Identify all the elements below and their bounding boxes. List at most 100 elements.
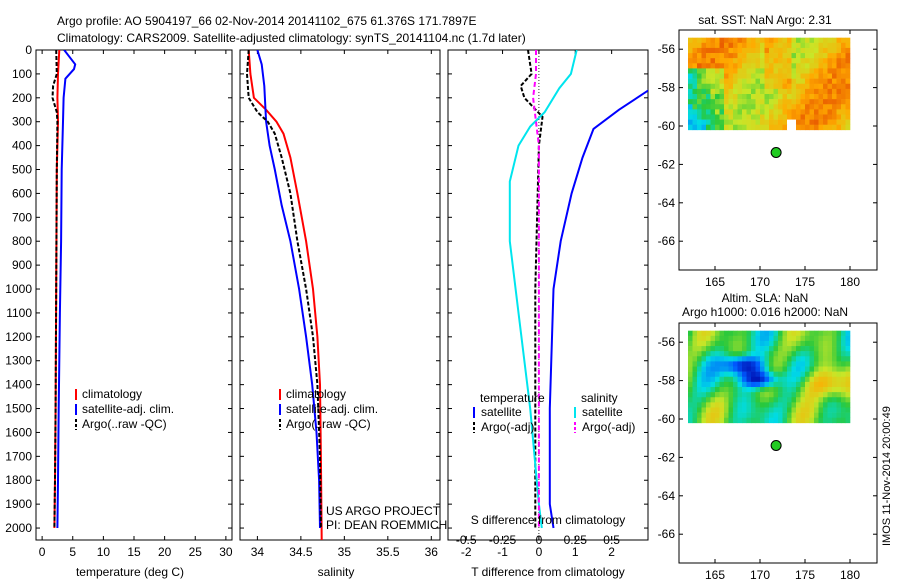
sla_map-cell (845, 330, 851, 337)
sst_map-cell (715, 83, 720, 90)
salinity-series-group (245, 50, 323, 540)
sst_map-cell (823, 37, 828, 44)
sst_map-cell (728, 109, 734, 115)
sst_map-cell (782, 58, 788, 64)
sst_map-cell (751, 63, 756, 69)
sst_map-cell (787, 42, 792, 49)
temperature-x-tick-label: 0 (39, 545, 46, 559)
sla_map-cell (697, 376, 702, 383)
sla_map-cell (805, 381, 810, 388)
sst_map-cell (823, 47, 828, 54)
sla_map-cell (751, 407, 756, 413)
sla_map-cell (701, 346, 707, 352)
sst_map-cell (755, 78, 761, 85)
sla_map-cell (805, 340, 810, 347)
sla_map-cell (845, 340, 851, 347)
sla_map-cell (755, 412, 761, 419)
sst_map-cell (787, 83, 792, 90)
sst_map-cell (701, 88, 707, 95)
sst_map-cell (733, 42, 738, 49)
sst_map-cell (746, 124, 752, 131)
sla_map-cell (791, 346, 797, 352)
sla_map-cell (706, 351, 711, 357)
sla_map-cell (773, 356, 779, 362)
sst_map-cell (841, 42, 846, 49)
sst_map-cell (791, 53, 797, 59)
sla_map-cell (814, 371, 819, 378)
sla_map-cell (715, 351, 720, 357)
sst_map-cell (737, 114, 743, 120)
sla-map-title-line2: Argo h1000: 0.016 h2000: NaN (682, 305, 848, 319)
sla_map-cell (841, 381, 846, 388)
sst_map-cell (796, 88, 801, 95)
sla_map-cell (787, 351, 792, 357)
sla_map-cell (710, 356, 716, 362)
sla_map-cell (818, 330, 824, 337)
sst_map-cell (832, 73, 837, 79)
sst_map-cell (719, 78, 725, 85)
sla_map-cell (805, 417, 810, 424)
sla_map-cell (724, 356, 729, 362)
sst_map-cell (773, 119, 779, 126)
sst_map-cell (746, 73, 752, 79)
sla_map-cell (742, 397, 747, 403)
sla_map-y-tick-label: -56 (658, 335, 676, 349)
sst_map-cell (796, 124, 801, 131)
sst_map-cell (742, 99, 747, 105)
sst_map-cell (814, 104, 819, 110)
sst_map-cell (715, 99, 720, 105)
sst_map-cell (836, 58, 842, 64)
sst_map-cell (706, 94, 711, 100)
sst_map-cell (782, 119, 788, 126)
sst_map-cell (728, 58, 734, 64)
sla_map-cell (778, 417, 783, 424)
sla_map-cell (760, 412, 765, 419)
sla_map-cell (832, 356, 837, 362)
sst_map-cell (845, 109, 851, 115)
sla_map-cell (755, 397, 761, 403)
sst_map-cell (845, 94, 851, 100)
sla_map-cell (697, 412, 702, 419)
sla_map-cell (710, 387, 716, 393)
sla_map-cell (823, 351, 828, 357)
sst_map-cell (769, 124, 774, 131)
sla_map-cell (692, 412, 698, 419)
sla_map-cell (818, 376, 824, 383)
sla_map-cell (751, 330, 756, 337)
sst_map-cell (800, 47, 806, 54)
sla_map-cell (755, 392, 761, 398)
sst_map-cell (823, 68, 828, 74)
sst_map-cell (800, 78, 806, 85)
sla_map-cell (733, 392, 738, 398)
sst_map-cell (742, 83, 747, 90)
sla_map-cell (805, 376, 810, 383)
sla_map-cell (778, 351, 783, 357)
sst_map-cell (827, 63, 833, 69)
sst_map-cell (724, 104, 729, 110)
sst_map-cell (836, 124, 842, 131)
sla_map-cell (832, 387, 837, 393)
sla_map-cell (733, 376, 738, 383)
sla_map-cell (823, 417, 828, 424)
depth-tick-label: 1100 (6, 306, 32, 320)
sla_map-cell (787, 356, 792, 362)
sst_map-cell (728, 88, 734, 95)
sst_map-cell (764, 104, 770, 110)
sla_map-cell (755, 407, 761, 413)
sst_map-cell (796, 114, 801, 120)
sla_map-cell (809, 387, 815, 393)
sla_map-cell (773, 407, 779, 413)
sla_map-cell (814, 397, 819, 403)
sst_map-cell (796, 53, 801, 59)
sla_map-cell (827, 361, 833, 367)
sla_map-cell (769, 392, 774, 398)
sst_map-cell (755, 37, 761, 44)
sla_map-cell (814, 387, 819, 393)
sla_map-cell (809, 417, 815, 424)
sla_map-cell (814, 346, 819, 352)
sla_map-cell (728, 346, 734, 352)
sla_map-cell (751, 392, 756, 398)
sst_map-cell (827, 78, 833, 85)
sla_map-cell (715, 330, 720, 337)
sst_map-cell (706, 68, 711, 74)
